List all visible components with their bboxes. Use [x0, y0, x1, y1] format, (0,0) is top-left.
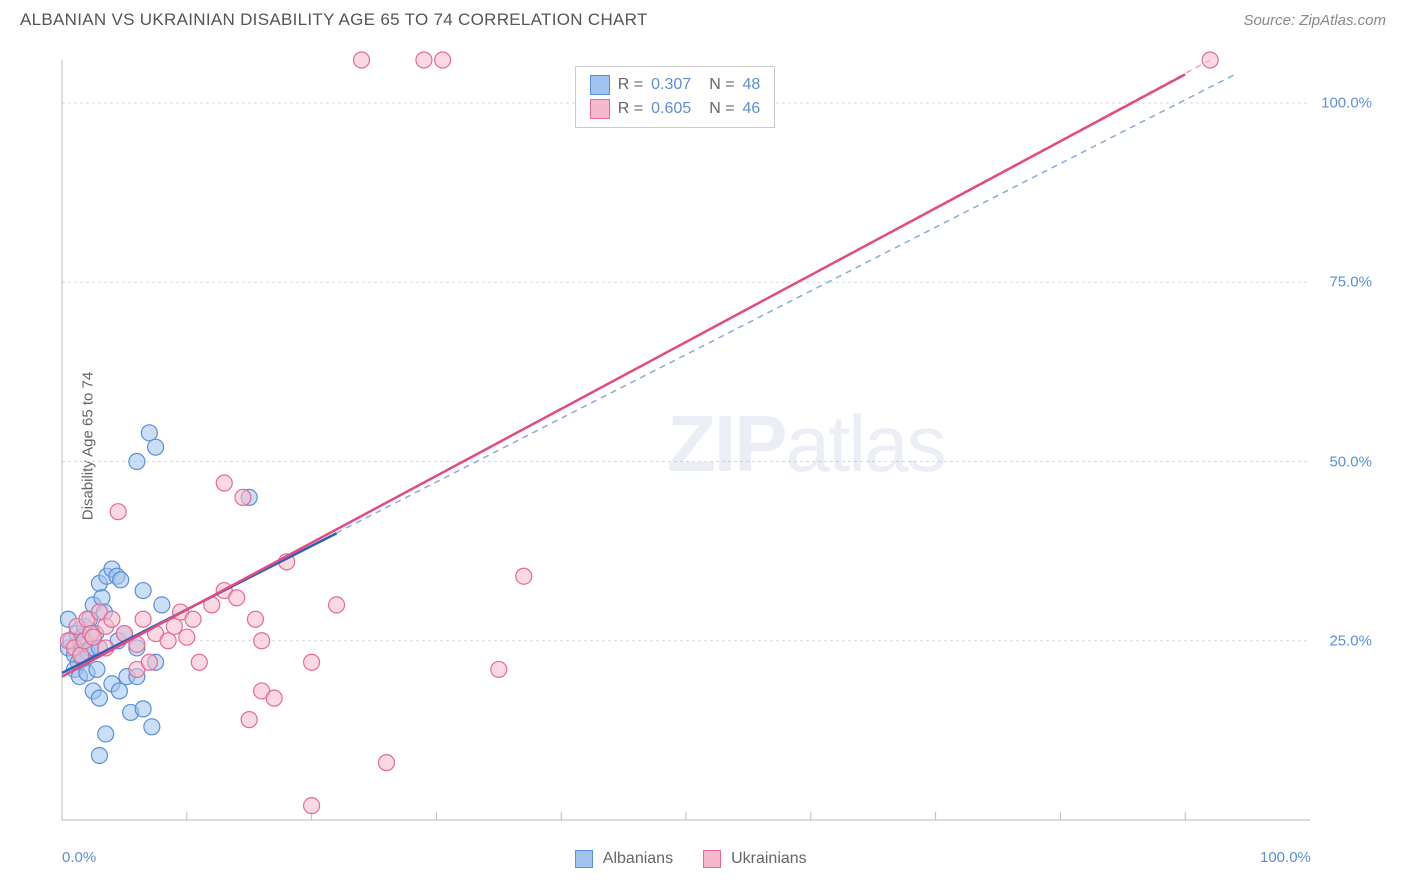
y-tick-label: 50.0% [1329, 453, 1372, 470]
legend-swatch-icon [590, 75, 610, 95]
scatter-plot-svg [60, 50, 1380, 840]
x-tick-label: 100.0% [1260, 849, 1311, 866]
legend-swatch-icon [590, 99, 610, 119]
chart-plot-area: R = 0.307 N = 48 R = 0.605 N = 46 Albani… [60, 50, 1380, 840]
legend-row: R = 0.605 N = 46 [590, 97, 761, 121]
chart-title: ALBANIAN VS UKRAINIAN DISABILITY AGE 65 … [20, 10, 648, 30]
legend-r-label: R = [618, 100, 643, 118]
legend-swatch-icon [575, 850, 593, 868]
y-tick-label: 25.0% [1329, 632, 1372, 649]
x-tick-label: 0.0% [62, 849, 96, 866]
source-attribution: Source: ZipAtlas.com [1243, 12, 1386, 29]
legend-series-name: Ukrainians [731, 850, 807, 868]
legend-r-value: 0.307 [651, 76, 691, 94]
legend-n-label: N = [709, 76, 734, 94]
series-legend: Albanians Ukrainians [575, 850, 807, 868]
y-tick-label: 75.0% [1329, 274, 1372, 291]
legend-r-label: R = [618, 76, 643, 94]
legend-n-label: N = [709, 100, 734, 118]
legend-swatch-icon [703, 850, 721, 868]
legend-series-name: Albanians [603, 850, 673, 868]
legend-r-value: 0.605 [651, 100, 691, 118]
y-tick-label: 100.0% [1321, 95, 1372, 112]
correlation-legend: R = 0.307 N = 48 R = 0.605 N = 46 [575, 66, 776, 128]
legend-row: R = 0.307 N = 48 [590, 73, 761, 97]
legend-n-value: 48 [743, 76, 761, 94]
legend-n-value: 46 [743, 100, 761, 118]
